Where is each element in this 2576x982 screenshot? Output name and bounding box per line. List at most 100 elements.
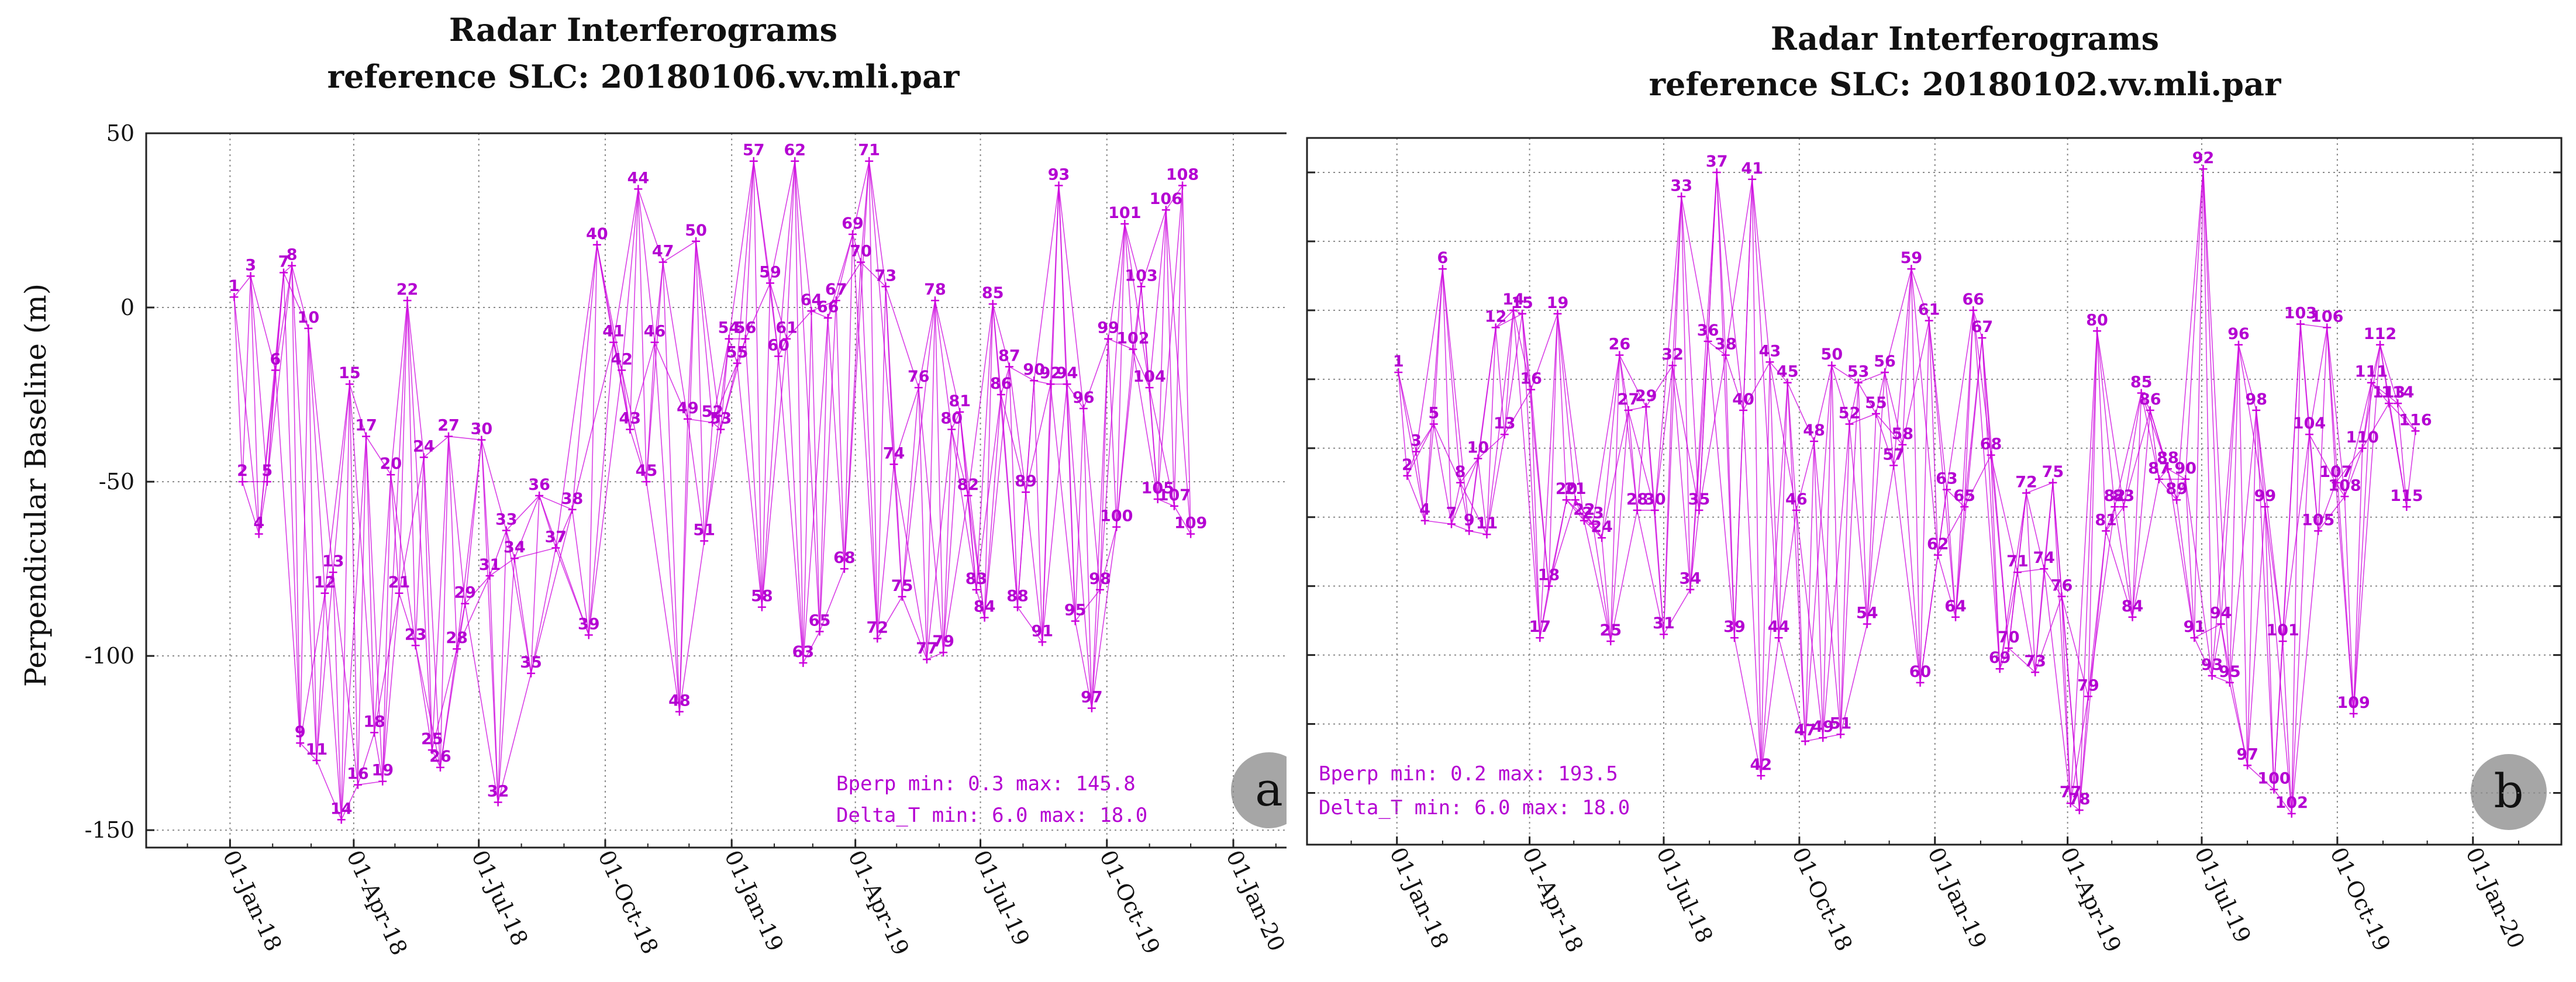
acquisition-point: 39 xyxy=(578,615,600,639)
stats-delta-t: Delta_T min: 6.0 max: 18.0 xyxy=(836,804,1147,827)
panel-letter: b xyxy=(2494,764,2523,818)
point-label: 41 xyxy=(1741,160,1763,178)
interferogram-edge xyxy=(1074,621,1092,708)
acquisition-point: 45 xyxy=(1777,363,1798,387)
interferogram-edge xyxy=(2185,169,2204,479)
interferogram-edge xyxy=(2309,434,2337,483)
interferogram-edge xyxy=(2176,169,2204,500)
interferogram-edge xyxy=(1769,362,1797,511)
acquisition-point: 105 xyxy=(2302,511,2334,535)
interferogram-edge xyxy=(423,457,441,767)
acquisition-point: 108 xyxy=(1166,165,1199,190)
interferogram-edge xyxy=(1760,382,1788,776)
interferogram-edge xyxy=(1001,395,1018,607)
interferogram-edge xyxy=(514,547,556,559)
interferogram-edge xyxy=(2291,434,2310,814)
point-label: 77 xyxy=(2060,783,2082,801)
acquisition-point: 94 xyxy=(2210,604,2232,628)
point-label: 89 xyxy=(1015,472,1037,490)
acquisition-point: 26 xyxy=(1609,336,1630,359)
point-label: 58 xyxy=(751,587,773,606)
point-label: 5 xyxy=(261,462,273,480)
point-label: 89 xyxy=(2165,480,2188,498)
interferogram-edge xyxy=(1955,310,1974,617)
interferogram-edge xyxy=(415,645,441,768)
point-label: 28 xyxy=(1626,490,1649,509)
interferogram-edge xyxy=(242,481,260,534)
interferogram-edge xyxy=(464,575,491,604)
acquisition-point: 7 xyxy=(278,253,289,277)
point-label: 99 xyxy=(2254,487,2277,505)
interferogram-edge xyxy=(827,300,837,319)
acquisition-point: 115 xyxy=(2390,487,2423,511)
acquisition-point: 109 xyxy=(2337,694,2370,718)
interferogram-edge xyxy=(1964,310,1974,507)
point-label: 16 xyxy=(347,765,369,783)
acquisition-point: 42 xyxy=(611,350,633,375)
acquisition-point: 55 xyxy=(726,343,748,368)
interferogram-edge xyxy=(2096,331,2116,507)
acquisition-point: 103 xyxy=(1125,267,1158,291)
acquisition-point: 10 xyxy=(1467,438,1489,463)
interferogram-edge xyxy=(530,495,540,673)
point-label: 82 xyxy=(957,476,980,494)
acquisition-point: 71 xyxy=(858,141,880,165)
interferogram-edge xyxy=(712,338,730,423)
interferogram-edge xyxy=(382,593,400,782)
interferogram-edge xyxy=(1460,458,1479,483)
point-label: 97 xyxy=(1081,689,1103,707)
interferogram-edge xyxy=(1698,355,1726,511)
acquisition-point: 59 xyxy=(1901,249,1922,274)
acquisition-point: 31 xyxy=(479,556,501,580)
badge-circle xyxy=(1231,752,1287,828)
point-label: 52 xyxy=(1839,404,1861,422)
point-label: 35 xyxy=(520,653,542,672)
interferogram-edge xyxy=(1672,365,1691,590)
acquisition-point: 57 xyxy=(1882,445,1905,470)
point-label: 51 xyxy=(1830,714,1852,732)
point-label: 29 xyxy=(1635,387,1657,405)
interferogram-edge xyxy=(1503,313,1523,435)
interferogram-edge xyxy=(2264,506,2292,814)
interferogram-edge xyxy=(1495,313,1523,329)
acquisition-point: 43 xyxy=(1759,342,1781,366)
acquisition-point: 89 xyxy=(2165,480,2188,504)
acquisition-point: 101 xyxy=(2266,621,2299,646)
point-label: 27 xyxy=(1618,390,1640,409)
acquisition-point: 38 xyxy=(561,490,583,514)
interferogram-edge xyxy=(1486,310,1514,535)
interferogram-edge xyxy=(374,593,400,733)
point-label: 110 xyxy=(2346,428,2379,447)
interferogram-edge xyxy=(2326,327,2346,497)
acquisition-point: 9 xyxy=(295,723,306,748)
interferogram-edge xyxy=(2397,403,2416,431)
acquisition-point: 41 xyxy=(602,323,625,347)
point-label: 17 xyxy=(355,417,377,435)
interferogram-edge xyxy=(1937,489,1947,555)
interferogram-edge xyxy=(1734,637,1762,776)
interferogram-edge xyxy=(1584,520,1602,538)
interferogram-edge xyxy=(1875,413,1903,445)
interferogram-edge xyxy=(736,338,746,364)
interferogram-edge xyxy=(398,457,425,593)
acquisition-point: 74 xyxy=(2033,549,2055,573)
interferogram-edge xyxy=(827,234,853,319)
interferogram-edge xyxy=(1849,413,1877,425)
interferogram-edge xyxy=(308,328,334,573)
point-label: 73 xyxy=(875,267,897,285)
point-label: 106 xyxy=(1150,190,1182,208)
acquisition-point: 104 xyxy=(2293,414,2326,439)
interferogram-edge xyxy=(1592,524,1602,538)
interferogram-edge xyxy=(1619,355,1638,511)
point-label: 101 xyxy=(2266,621,2299,639)
acquisition-point: 79 xyxy=(932,632,954,657)
interferogram-edge xyxy=(1477,458,1488,535)
interferogram-edge xyxy=(1911,269,1939,555)
interferogram-edge xyxy=(1937,506,1965,555)
acquisition-point: 109 xyxy=(1174,514,1207,538)
interferogram-edge xyxy=(514,558,532,674)
interferogram-edge xyxy=(1425,520,1452,525)
interferogram-edge xyxy=(1398,372,1408,476)
interferogram-edge xyxy=(390,475,400,593)
panel-letter: a xyxy=(1255,762,1283,817)
